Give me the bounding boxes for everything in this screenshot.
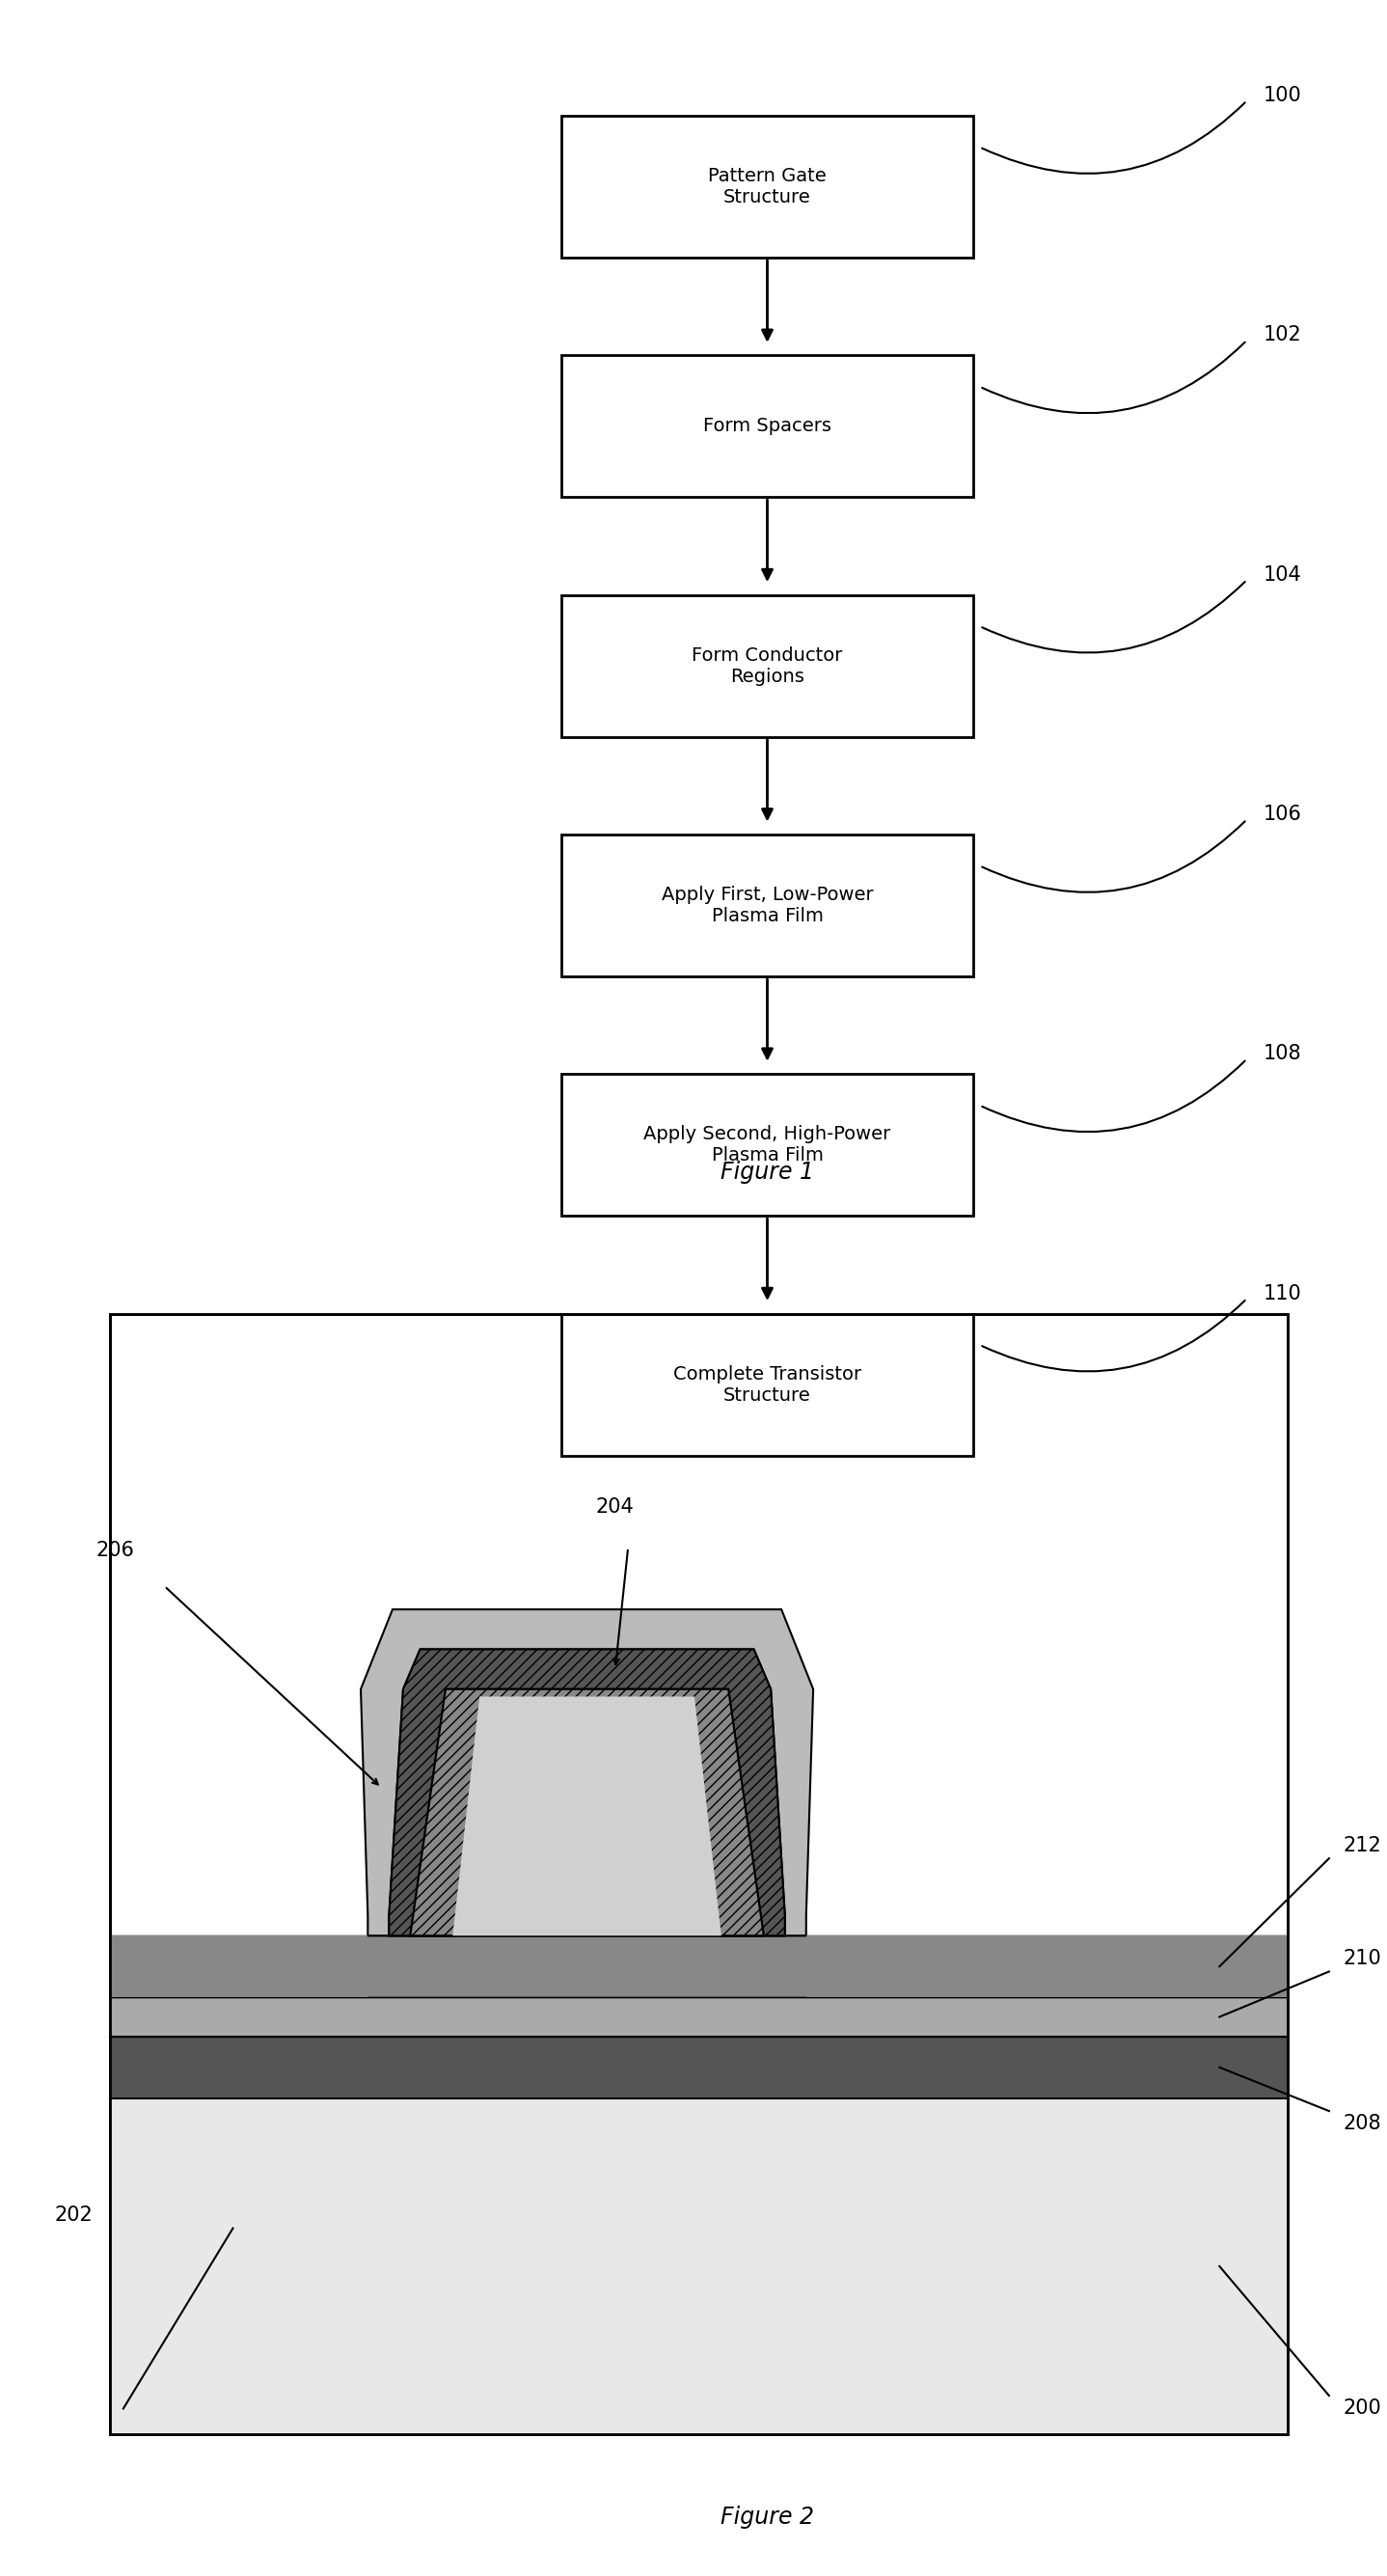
Text: 110: 110 xyxy=(1264,1283,1301,1303)
Polygon shape xyxy=(388,1649,785,1935)
Bar xyxy=(562,835,972,976)
Bar xyxy=(110,2097,1289,2434)
Text: Figure 1: Figure 1 xyxy=(720,1162,814,1182)
Bar xyxy=(110,1314,1289,2434)
Bar xyxy=(562,595,972,737)
Bar xyxy=(562,355,972,497)
Text: 206: 206 xyxy=(96,1540,135,1561)
Bar xyxy=(562,116,972,258)
Bar xyxy=(110,1935,368,1996)
Text: 212: 212 xyxy=(1343,1837,1381,1855)
Text: Complete Transistor
Structure: Complete Transistor Structure xyxy=(673,1365,861,1404)
Text: 208: 208 xyxy=(1343,2115,1381,2133)
Polygon shape xyxy=(411,1690,764,1935)
Polygon shape xyxy=(361,1610,813,1935)
Text: Form Conductor
Regions: Form Conductor Regions xyxy=(692,647,843,685)
Bar xyxy=(562,1074,972,1216)
Bar xyxy=(110,2038,1289,2097)
Bar xyxy=(110,1996,1289,2038)
Text: Figure 2: Figure 2 xyxy=(720,2506,814,2527)
Bar xyxy=(806,1935,1289,1996)
Bar xyxy=(562,1314,972,1455)
Text: 100: 100 xyxy=(1264,85,1301,106)
Text: 200: 200 xyxy=(1343,2398,1381,2419)
Text: 210: 210 xyxy=(1343,1950,1381,1968)
Text: 204: 204 xyxy=(595,1497,634,1517)
Text: 104: 104 xyxy=(1264,564,1301,585)
Text: Apply Second, High-Power
Plasma Film: Apply Second, High-Power Plasma Film xyxy=(644,1126,890,1164)
Text: 108: 108 xyxy=(1264,1043,1301,1064)
Polygon shape xyxy=(411,1690,764,1935)
Polygon shape xyxy=(411,1690,764,1935)
Bar xyxy=(110,1314,1289,2434)
Text: 202: 202 xyxy=(55,2205,93,2226)
Bar xyxy=(110,1935,1289,1996)
Text: 102: 102 xyxy=(1264,325,1301,345)
Text: Apply First, Low-Power
Plasma Film: Apply First, Low-Power Plasma Film xyxy=(662,886,874,925)
Text: Pattern Gate
Structure: Pattern Gate Structure xyxy=(709,167,827,206)
Text: Form Spacers: Form Spacers xyxy=(703,417,831,435)
Polygon shape xyxy=(388,1649,785,1935)
Polygon shape xyxy=(452,1698,721,1935)
Text: 106: 106 xyxy=(1264,804,1302,824)
